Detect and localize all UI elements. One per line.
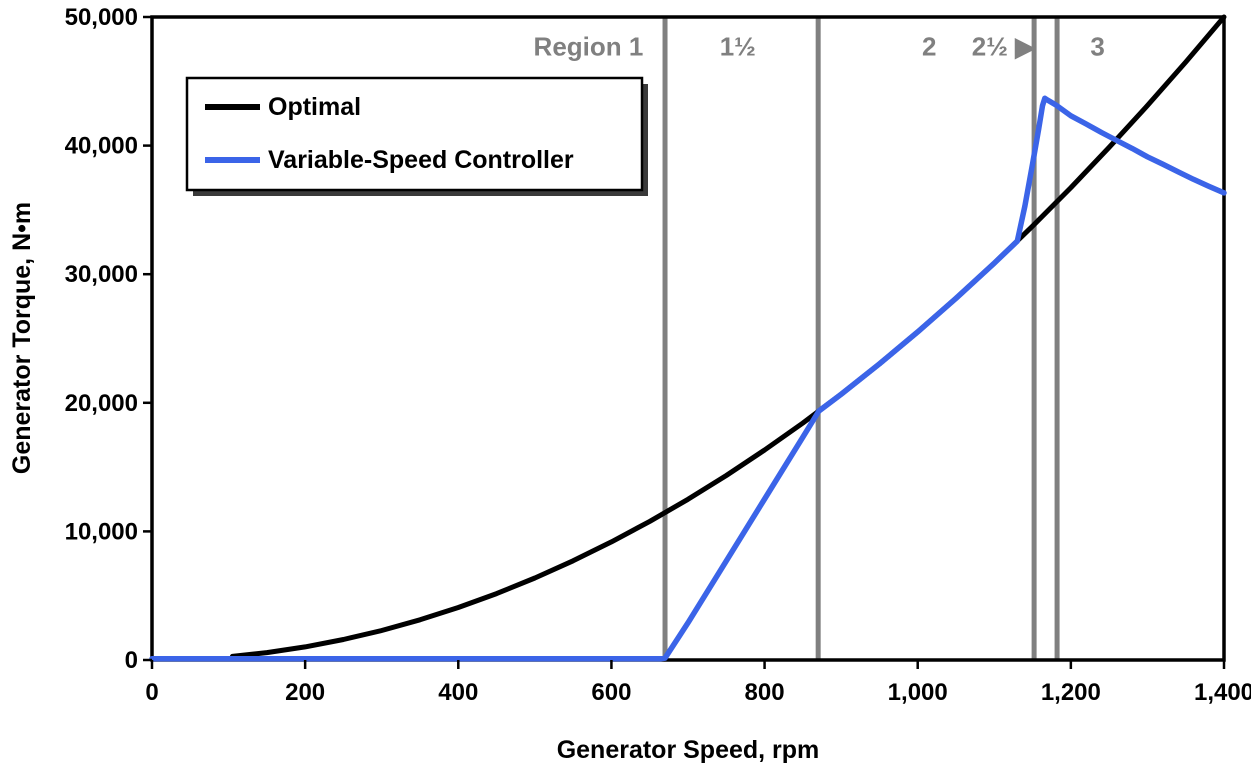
x-tick-label: 200 [285, 679, 325, 706]
legend-label-optimal: Optimal [268, 93, 361, 121]
y-axis-title: Generator Torque, N•m [8, 202, 36, 474]
legend: Optimal Variable-Speed Controller [185, 76, 648, 196]
x-tick-label: 1,200 [1041, 679, 1101, 706]
x-tick-label: 0 [145, 679, 158, 706]
legend-label-variable-speed-controller: Variable-Speed Controller [268, 146, 574, 174]
y-tick-label: 30,000 [65, 261, 138, 288]
y-axis-ticks: 0 10,000 20,000 30,000 40,000 50,000 [65, 4, 152, 674]
region-label: 1½ [720, 32, 756, 62]
region-label: 3 [1090, 32, 1104, 62]
y-tick-label: 20,000 [65, 390, 138, 417]
x-tick-label: 400 [438, 679, 478, 706]
region-label: 2 [922, 32, 936, 62]
legend-box [185, 76, 644, 192]
y-tick-label: 10,000 [65, 518, 138, 545]
series-line-optimal [229, 14, 1227, 659]
y-tick-label: 40,000 [65, 133, 138, 160]
x-tick-label: 1,400 [1194, 679, 1251, 706]
y-tick-label: 0 [125, 647, 138, 674]
region-boundary-lines [662, 17, 1060, 660]
region-labels: Region 1 1½ 2 2½ ▶ 3 [534, 32, 1105, 62]
region-label: Region 1 [534, 32, 644, 62]
x-axis-title: Generator Speed, rpm [557, 736, 820, 764]
x-tick-label: 600 [591, 679, 631, 706]
region-label: 2½ ▶ [972, 32, 1036, 62]
x-tick-label: 800 [745, 679, 785, 706]
y-tick-label: 50,000 [65, 4, 138, 31]
series-line-variable-speed-controller [149, 95, 1227, 662]
x-tick-label: 1,000 [888, 679, 948, 706]
plot-border [150, 15, 1226, 662]
series-lines [149, 14, 1227, 662]
x-axis-ticks: 0 200 400 600 800 1,000 1,200 1,400 [145, 660, 1251, 706]
